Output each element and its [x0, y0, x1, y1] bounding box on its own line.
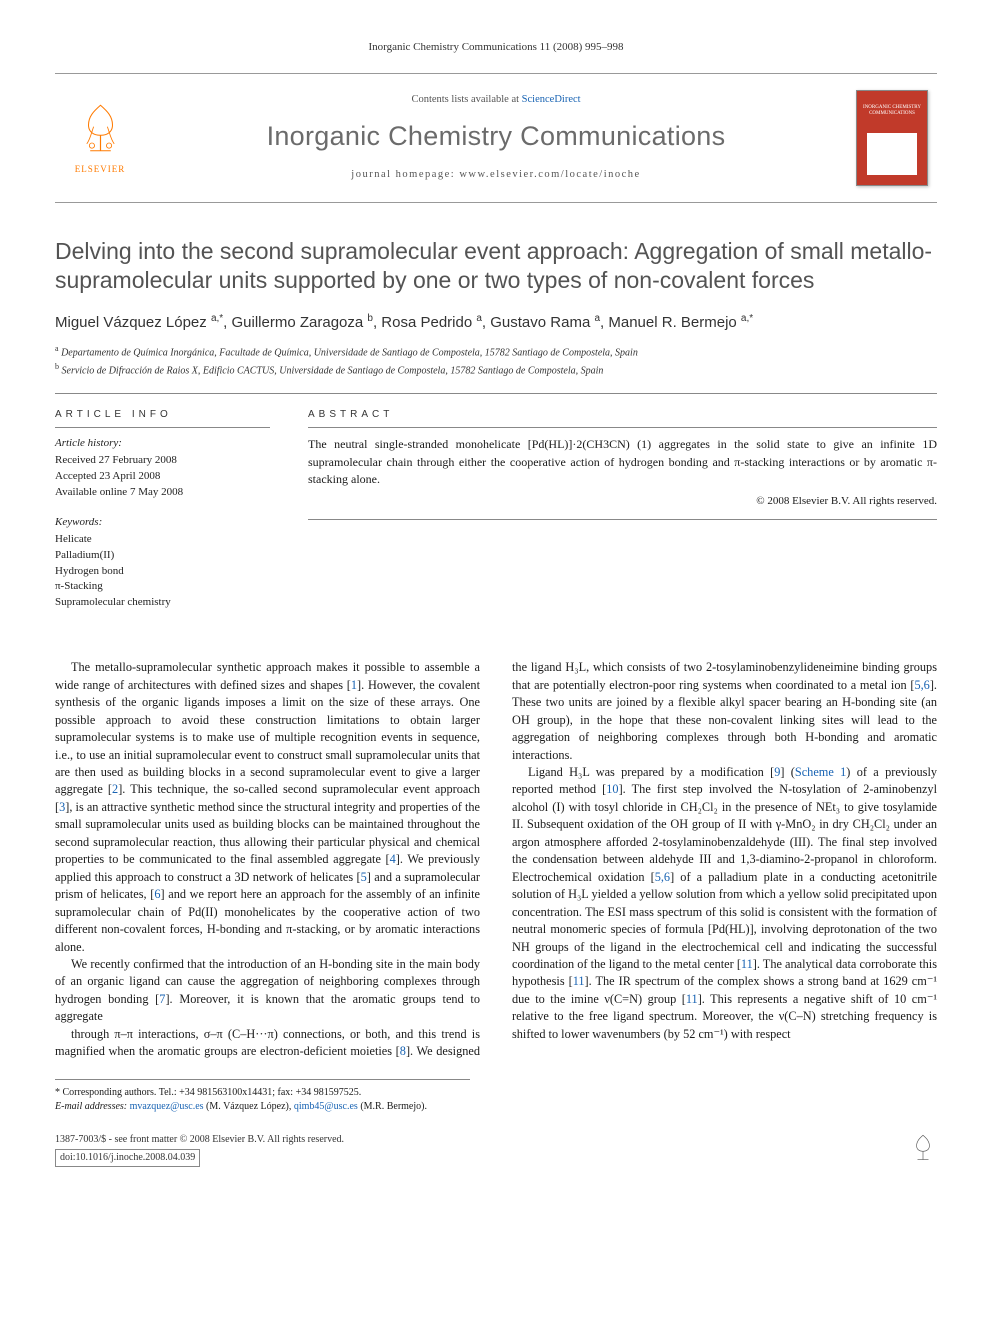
- abstract-rule: [308, 427, 937, 428]
- abstract-column: ABSTRACT The neutral single-stranded mon…: [308, 400, 937, 612]
- elsevier-tree-mini-icon: [909, 1133, 937, 1165]
- body-paragraph: The metallo-supramolecular synthetic app…: [55, 659, 480, 956]
- sciencedirect-link[interactable]: ScienceDirect: [522, 94, 581, 105]
- section-divider: [55, 393, 937, 394]
- article-info-column: ARTICLE INFO Article history: Received 2…: [55, 400, 270, 612]
- contents-prefix: Contents lists available at: [411, 94, 521, 105]
- affiliation-b: Servicio de Difracción de Raios X, Edifi…: [62, 365, 604, 376]
- ref-link[interactable]: 9: [774, 765, 780, 779]
- elsevier-tree-icon: [73, 101, 128, 161]
- keywords-list: HelicatePalladium(II)Hydrogen bondπ-Stac…: [55, 532, 270, 612]
- ref-link[interactable]: 11: [573, 974, 585, 988]
- affiliation-a: Departamento de Química Inorgánica, Facu…: [61, 347, 638, 358]
- ref-link[interactable]: 2: [112, 782, 118, 796]
- journal-name: Inorganic Chemistry Communications: [153, 118, 839, 154]
- doi-box: doi:10.1016/j.inoche.2008.04.039: [55, 1149, 200, 1167]
- body-paragraph: Ligand H₃L was prepared by a modificatio…: [512, 764, 937, 1043]
- body-text: The metallo-supramolecular synthetic app…: [55, 659, 937, 1060]
- body-paragraph: We recently confirmed that the introduct…: [55, 956, 480, 1026]
- contents-line: Contents lists available at ScienceDirec…: [153, 93, 839, 107]
- email-who-2: (M.R. Bermejo).: [360, 1101, 427, 1112]
- ref-link[interactable]: 6: [154, 887, 160, 901]
- abstract-bottom-rule: [308, 519, 937, 520]
- journal-cover-thumb: INORGANIC CHEMISTRY COMMUNICATIONS: [856, 90, 928, 186]
- article-info-heading: ARTICLE INFO: [55, 408, 270, 422]
- ref-link[interactable]: 5,6: [655, 870, 670, 884]
- affiliations: a Departamento de Química Inorgánica, Fa…: [55, 343, 937, 379]
- ref-link[interactable]: 7: [159, 992, 165, 1006]
- info-rule: [55, 427, 270, 428]
- corresponding-note: * Corresponding authors. Tel.: +34 98156…: [55, 1086, 470, 1101]
- masthead: ELSEVIER Contents lists available at Sci…: [55, 73, 937, 203]
- article-title: Delving into the second supramolecular e…: [55, 237, 937, 296]
- ref-link[interactable]: 4: [390, 852, 396, 866]
- ref-link[interactable]: 3: [59, 800, 65, 814]
- authors-line: Miguel Vázquez López a,*, Guillermo Zara…: [55, 312, 937, 333]
- email-label: E-mail addresses:: [55, 1101, 127, 1112]
- abstract-heading: ABSTRACT: [308, 408, 937, 422]
- ref-link[interactable]: 10: [606, 782, 618, 796]
- publisher-label: ELSEVIER: [75, 163, 126, 175]
- ref-link[interactable]: 5,6: [914, 678, 929, 692]
- history-list: Received 27 February 2008Accepted 23 Apr…: [55, 453, 270, 501]
- history-label: Article history:: [55, 436, 270, 451]
- email-link-1[interactable]: mvazquez@usc.es: [130, 1101, 204, 1112]
- homepage-url: www.elsevier.com/locate/inoche: [459, 169, 640, 180]
- ref-link[interactable]: 11: [741, 957, 753, 971]
- publisher-block: ELSEVIER: [55, 74, 145, 202]
- issn-line: 1387-7003/$ - see front matter © 2008 El…: [55, 1133, 344, 1147]
- bottom-meta: 1387-7003/$ - see front matter © 2008 El…: [55, 1133, 937, 1167]
- running-header: Inorganic Chemistry Communications 11 (2…: [55, 40, 937, 55]
- email-who-1: (M. Vázquez López),: [206, 1101, 291, 1112]
- ref-link[interactable]: 8: [400, 1044, 406, 1058]
- email-link-2[interactable]: qimb45@usc.es: [294, 1101, 358, 1112]
- cover-title: INORGANIC CHEMISTRY COMMUNICATIONS: [863, 105, 921, 117]
- ref-link[interactable]: 1: [351, 678, 357, 692]
- homepage-prefix: journal homepage:: [351, 169, 459, 180]
- scheme-link[interactable]: Scheme 1: [795, 765, 846, 779]
- homepage-line: journal homepage: www.elsevier.com/locat…: [153, 168, 839, 182]
- abstract-text: The neutral single-stranded monohelicate…: [308, 436, 937, 488]
- footnotes: * Corresponding authors. Tel.: +34 98156…: [55, 1079, 470, 1115]
- ref-link[interactable]: 5: [361, 870, 367, 884]
- keywords-label: Keywords:: [55, 515, 270, 530]
- ref-link[interactable]: 11: [686, 992, 698, 1006]
- abstract-copyright: © 2008 Elsevier B.V. All rights reserved…: [308, 494, 937, 509]
